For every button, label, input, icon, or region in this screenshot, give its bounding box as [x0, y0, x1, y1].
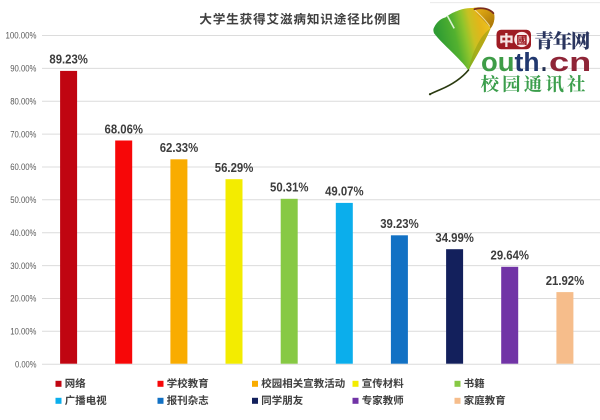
svg-text:50.00%: 50.00%	[10, 195, 36, 205]
svg-text:0.00%: 0.00%	[15, 359, 37, 369]
svg-text:90.00%: 90.00%	[10, 64, 36, 74]
svg-text:th: th	[515, 49, 540, 77]
svg-text:ou: ou	[481, 49, 515, 77]
svg-text:cn: cn	[549, 49, 591, 77]
svg-text:29.64%: 29.64%	[491, 248, 530, 263]
svg-text:80.00%: 80.00%	[10, 96, 36, 106]
svg-text:56.29%: 56.29%	[215, 160, 254, 175]
svg-text:70.00%: 70.00%	[10, 129, 36, 139]
svg-text:39.23%: 39.23%	[380, 216, 419, 231]
svg-text:21.92%: 21.92%	[546, 273, 585, 288]
svg-text:34.99%: 34.99%	[435, 230, 474, 245]
svg-text:.: .	[541, 49, 547, 77]
svg-text:62.33%: 62.33%	[160, 140, 199, 155]
svg-text:50.31%: 50.31%	[270, 180, 309, 195]
svg-text:30.00%: 30.00%	[10, 261, 36, 271]
svg-text:49.07%: 49.07%	[325, 184, 364, 199]
svg-text:89.23%: 89.23%	[49, 52, 88, 67]
svg-text:10.00%: 10.00%	[10, 327, 36, 337]
svg-text:100.00%: 100.00%	[6, 31, 37, 41]
svg-text:60.00%: 60.00%	[10, 162, 36, 172]
svg-text:40.00%: 40.00%	[10, 228, 36, 238]
svg-text:20.00%: 20.00%	[10, 294, 36, 304]
svg-text:68.06%: 68.06%	[105, 121, 144, 136]
